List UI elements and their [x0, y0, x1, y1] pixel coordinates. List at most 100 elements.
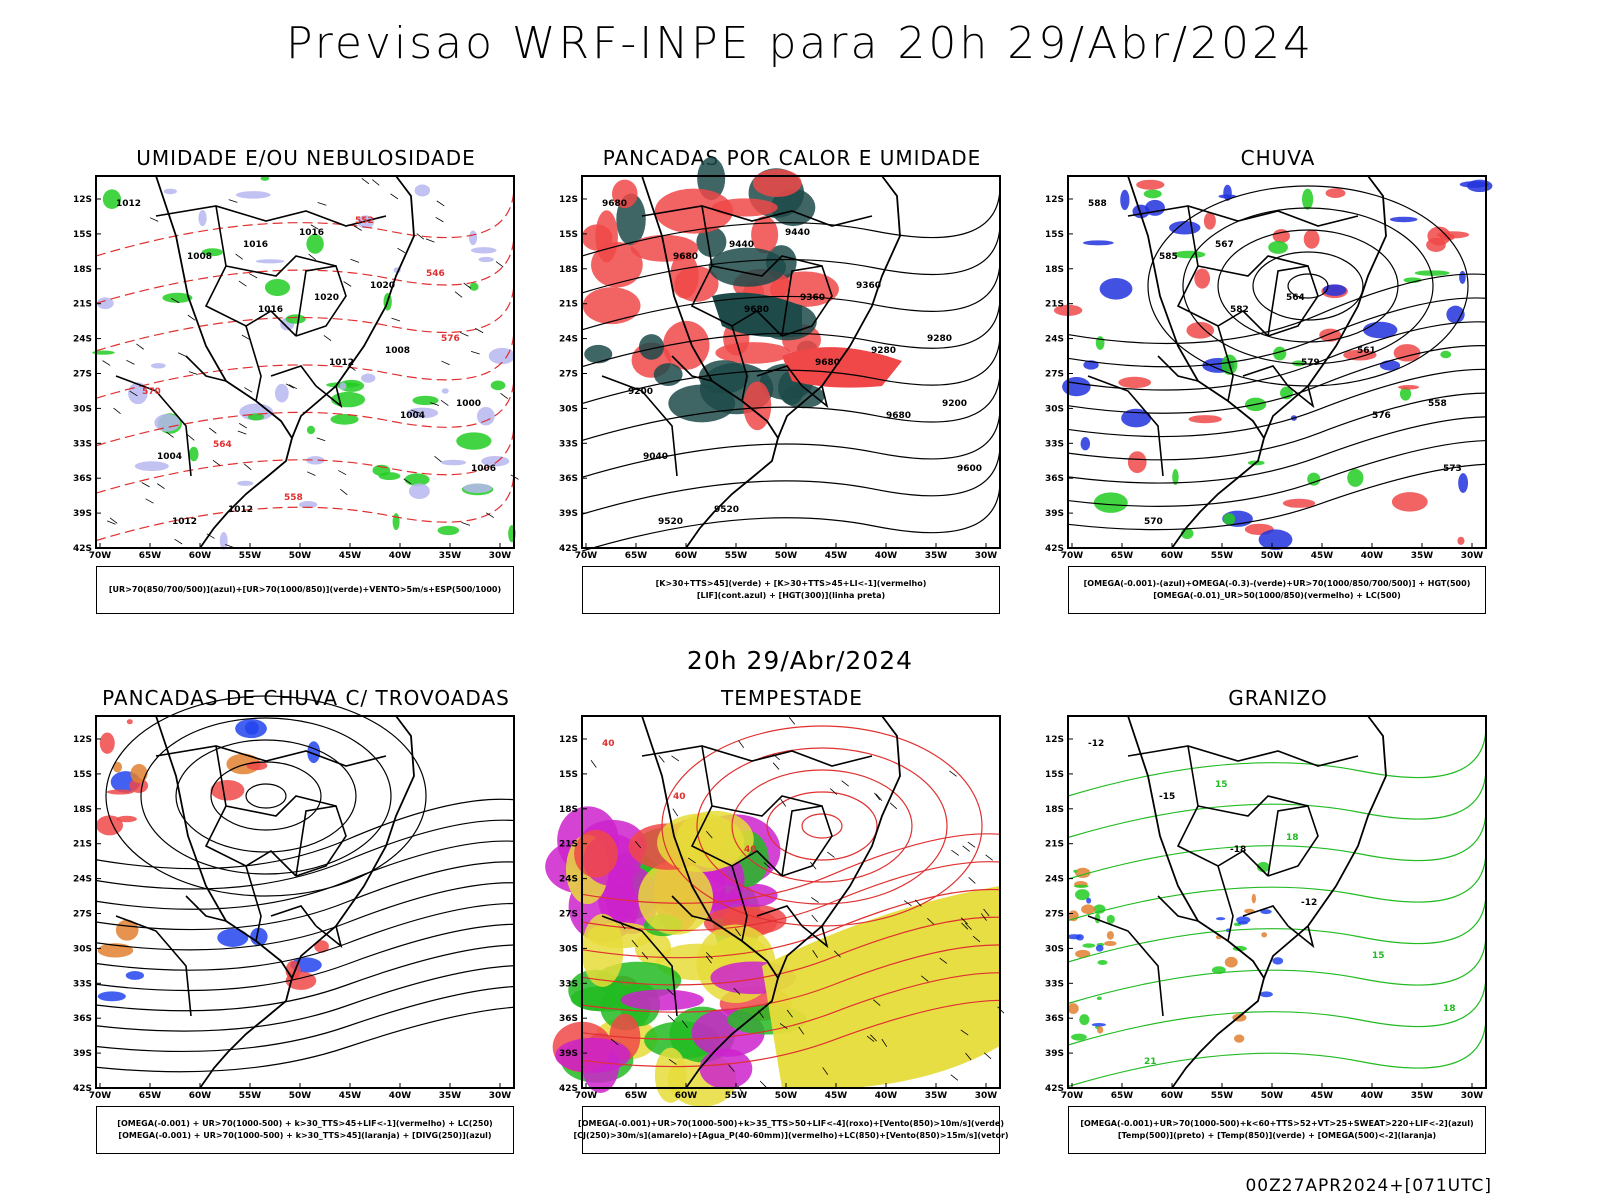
longitude-tick-label: 70W — [575, 1091, 598, 1101]
longitude-tick-label: 65W — [139, 551, 162, 561]
longitude-tick-label: 30W — [975, 551, 998, 561]
panel-legend: [UR>70(850/700/500)](azul)+[UR>70(1000/8… — [96, 566, 514, 614]
latitude-tick-label: 36S — [1045, 1014, 1064, 1024]
latitude-tick-label: 24S — [73, 875, 92, 885]
longitude-tick-label: 45W — [825, 1091, 848, 1101]
forecast-panel: GRANIZO -12 -15 -18 -12 15 18 21 15 18 12S 15S 18S 21… — [1045, 686, 1488, 1156]
contour-value-label: 9200 — [628, 387, 653, 397]
contour-value-label: 570 — [142, 387, 161, 397]
latitude-tick-label: 15S — [559, 230, 578, 240]
latitude-tick-label: 21S — [73, 840, 92, 850]
contour-value-label: 21 — [1144, 1057, 1157, 1067]
forecast-panel: CHUVA 588 585 582 579 576 573 570 567 564 561 558 12… — [1045, 146, 1493, 616]
longitude-tick-label: 45W — [339, 1091, 362, 1101]
latitude-tick-label: 42S — [73, 1084, 92, 1094]
panel-title: PANCADAS DE CHUVA C/ TROVOADAS — [102, 686, 510, 710]
contour-value-label: 9600 — [957, 464, 982, 474]
latitude-tick-label: 18S — [1045, 805, 1064, 815]
longitude-tick-label: 30W — [1461, 551, 1484, 561]
latitude-tick-label: 27S — [559, 370, 578, 380]
contour-value-label: 1012 — [172, 517, 197, 527]
legend-line: [OMEGA(-0.001) + UR>70(1000-500) + k>30_… — [118, 1131, 492, 1140]
contour-value-label: 579 — [1301, 358, 1320, 368]
legend-line: [Temp(500)](preto) + [Temp(850)](verde) … — [1117, 1131, 1437, 1140]
latitude-tick-label: 15S — [559, 770, 578, 780]
longitude-tick-label: 60W — [1161, 551, 1184, 561]
longitude-tick-label: 40W — [389, 1091, 412, 1101]
latitude-tick-label: 33S — [73, 439, 92, 449]
longitude-tick-label: 65W — [625, 551, 648, 561]
longitude-tick-label: 60W — [189, 1091, 212, 1101]
latitude-tick-label: 33S — [559, 979, 578, 989]
contour-value-label: -15 — [1159, 792, 1175, 802]
latitude-tick-label: 33S — [1045, 439, 1064, 449]
latitude-tick-label: 12S — [1045, 195, 1064, 205]
weather-map: 588 585 582 579 576 573 570 567 564 561 558 12S 15S 1… — [1045, 175, 1493, 561]
longitude-tick-label: 50W — [1261, 551, 1284, 561]
longitude-tick-label: 55W — [239, 1091, 262, 1101]
latitude-tick-label: 30S — [559, 944, 578, 954]
longitude-tick-label: 50W — [775, 1091, 798, 1101]
latitude-tick-label: 21S — [1045, 300, 1064, 310]
contour-value-label: 9200 — [942, 399, 967, 409]
contour-value-label: 564 — [213, 440, 232, 450]
panel-legend: [OMEGA(-0.001)+UR>70(1000-500)+k>35_TTS>… — [573, 1106, 1009, 1154]
longitude-tick-label: 45W — [1311, 551, 1334, 561]
panel-title: UMIDADE E/OU NEBULOSIDADE — [136, 146, 476, 170]
weather-map: 1012 1008 1016 1012 1004 1006 1012 1016 1020 1008… — [73, 175, 519, 561]
contour-value-label: 576 — [441, 334, 460, 344]
contour-value-label: -12 — [1301, 898, 1317, 908]
legend-line: [K>30+TTS>45](verde) + [K>30+TTS>45+LI<-… — [655, 579, 927, 588]
longitude-tick-label: 60W — [1161, 1091, 1184, 1101]
longitude-tick-label: 55W — [725, 1091, 748, 1101]
latitude-tick-label: 12S — [73, 735, 92, 745]
latitude-tick-label: 30S — [73, 404, 92, 414]
weather-map: 9680 9680 9680 9680 9680 9600 9520 9440 9360 9280… — [559, 157, 1001, 561]
latitude-tick-label: 42S — [73, 544, 92, 554]
longitude-tick-label: 35W — [925, 551, 948, 561]
contour-value-label: 588 — [1088, 199, 1107, 209]
panel-title: PANCADAS POR CALOR E UMIDADE — [602, 146, 982, 170]
longitude-tick-label: 45W — [339, 551, 362, 561]
longitude-tick-label: 40W — [875, 1091, 898, 1101]
latitude-tick-label: 27S — [73, 370, 92, 380]
latitude-tick-label: 12S — [559, 735, 578, 745]
forecast-panel: TEMPESTADE 40 40 40 12S 15S 18S 21S 24S 27S 30S 33S… — [545, 686, 1009, 1156]
longitude-tick-label: 55W — [1211, 551, 1234, 561]
longitude-tick-label: 60W — [189, 551, 212, 561]
contour-value-label: 15 — [1372, 951, 1385, 961]
panel-legend: [K>30+TTS>45](verde) + [K>30+TTS>45+LI<-… — [582, 566, 1000, 614]
latitude-tick-label: 12S — [559, 195, 578, 205]
contour-value-label: 9280 — [927, 334, 952, 344]
legend-line: [OMEGA(-0.001)-(azul)+OMEGA(-0.3)-(verde… — [1083, 579, 1471, 588]
longitude-tick-label: 70W — [1061, 551, 1084, 561]
longitude-tick-label: 35W — [925, 1091, 948, 1101]
contour-value-label: 18 — [1286, 833, 1299, 843]
forecast-panel: PANCADAS POR CALOR E UMIDADE 9680 9680 9680… — [559, 146, 1002, 616]
latitude-tick-label: 15S — [73, 770, 92, 780]
longitude-tick-label: 50W — [289, 1091, 312, 1101]
latitude-tick-label: 33S — [1045, 979, 1064, 989]
forecast-time-label: 20h 29/Abr/2024 — [686, 646, 914, 675]
longitude-tick-label: 40W — [1361, 1091, 1384, 1101]
contour-value-label: -12 — [1088, 739, 1104, 749]
legend-line: [UR>70(850/700/500)](azul)+[UR>70(1000/8… — [108, 585, 502, 594]
latitude-tick-label: 30S — [1045, 404, 1064, 414]
longitude-tick-label: 40W — [875, 551, 898, 561]
latitude-tick-label: 12S — [73, 195, 92, 205]
contour-value-label: 9680 — [673, 252, 698, 262]
run-timestamp: 00Z27APR2024+[071UTC] — [1245, 1176, 1492, 1196]
longitude-tick-label: 65W — [1111, 551, 1134, 561]
contour-value-label: 558 — [1428, 399, 1447, 409]
latitude-tick-label: 27S — [559, 910, 578, 920]
latitude-tick-label: 18S — [559, 265, 578, 275]
forecast-panel: PANCADAS DE CHUVA C/ TROVOADAS 12S 15S 18S 2… — [73, 686, 516, 1156]
latitude-tick-label: 30S — [1045, 944, 1064, 954]
latitude-tick-label: 24S — [1045, 875, 1064, 885]
latitude-tick-label: 12S — [1045, 735, 1064, 745]
longitude-tick-label: 55W — [725, 551, 748, 561]
contour-value-label: 1016 — [243, 240, 268, 250]
latitude-tick-label: 18S — [559, 805, 578, 815]
latitude-tick-label: 42S — [559, 544, 578, 554]
latitude-tick-label: 30S — [559, 404, 578, 414]
